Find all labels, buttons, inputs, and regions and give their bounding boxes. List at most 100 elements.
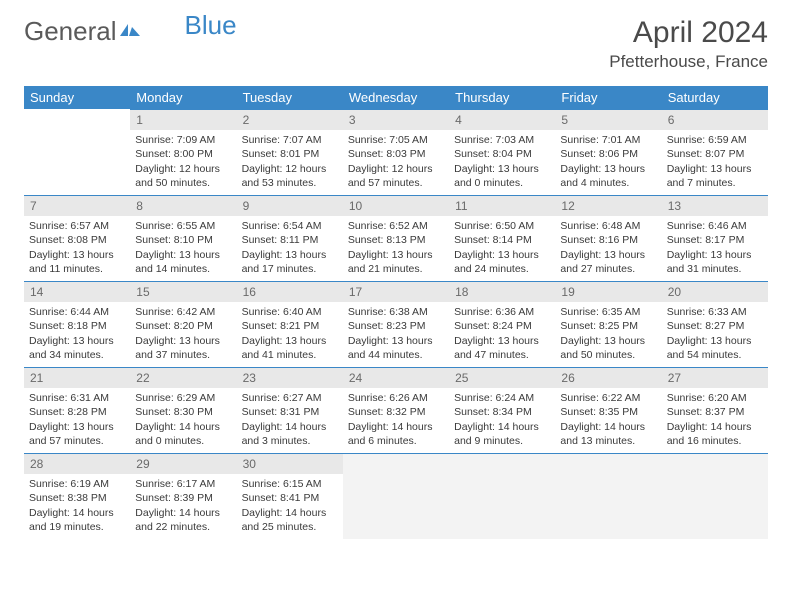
daylight-text-1: Daylight: 14 hours	[135, 420, 231, 434]
day-number: 24	[343, 367, 449, 388]
daylight-text-2: and 0 minutes.	[135, 434, 231, 448]
sunrise-text: Sunrise: 6:38 AM	[348, 305, 444, 319]
daylight-text-1: Daylight: 14 hours	[135, 506, 231, 520]
calendar-cell: 7Sunrise: 6:57 AMSunset: 8:08 PMDaylight…	[24, 195, 130, 281]
daylight-text-2: and 11 minutes.	[29, 262, 125, 276]
day-header: Friday	[555, 86, 661, 109]
daylight-text-2: and 24 minutes.	[454, 262, 550, 276]
calendar-table: SundayMondayTuesdayWednesdayThursdayFrid…	[24, 86, 768, 539]
day-number: 3	[343, 109, 449, 130]
day-header: Monday	[130, 86, 236, 109]
location: Pfetterhouse, France	[609, 52, 768, 72]
blank-cell	[343, 453, 449, 539]
day-body: Sunrise: 6:35 AMSunset: 8:25 PMDaylight:…	[555, 302, 661, 366]
daylight-text-2: and 54 minutes.	[667, 348, 763, 362]
calendar-cell: 27Sunrise: 6:20 AMSunset: 8:37 PMDayligh…	[662, 367, 768, 453]
sunset-text: Sunset: 8:18 PM	[29, 319, 125, 333]
day-number: 2	[237, 109, 343, 130]
day-body: Sunrise: 6:22 AMSunset: 8:35 PMDaylight:…	[555, 388, 661, 452]
calendar-cell: 21Sunrise: 6:31 AMSunset: 8:28 PMDayligh…	[24, 367, 130, 453]
sunset-text: Sunset: 8:27 PM	[667, 319, 763, 333]
sunset-text: Sunset: 8:17 PM	[667, 233, 763, 247]
day-header: Saturday	[662, 86, 768, 109]
calendar-cell: 28Sunrise: 6:19 AMSunset: 8:38 PMDayligh…	[24, 453, 130, 539]
day-body: Sunrise: 6:15 AMSunset: 8:41 PMDaylight:…	[237, 474, 343, 538]
daylight-text-1: Daylight: 12 hours	[135, 162, 231, 176]
sunrise-text: Sunrise: 6:24 AM	[454, 391, 550, 405]
daylight-text-2: and 44 minutes.	[348, 348, 444, 362]
day-number: 5	[555, 109, 661, 130]
day-body: Sunrise: 6:33 AMSunset: 8:27 PMDaylight:…	[662, 302, 768, 366]
sunset-text: Sunset: 8:16 PM	[560, 233, 656, 247]
sunrise-text: Sunrise: 6:40 AM	[242, 305, 338, 319]
day-number: 1	[130, 109, 236, 130]
sunset-text: Sunset: 8:30 PM	[135, 405, 231, 419]
daylight-text-2: and 31 minutes.	[667, 262, 763, 276]
logo: General Blue	[24, 16, 237, 47]
sunrise-text: Sunrise: 6:33 AM	[667, 305, 763, 319]
daylight-text-2: and 9 minutes.	[454, 434, 550, 448]
calendar-cell	[449, 453, 555, 539]
daylight-text-1: Daylight: 13 hours	[29, 420, 125, 434]
day-number: 4	[449, 109, 555, 130]
sunset-text: Sunset: 8:08 PM	[29, 233, 125, 247]
daylight-text-1: Daylight: 13 hours	[29, 248, 125, 262]
sunset-text: Sunset: 8:14 PM	[454, 233, 550, 247]
day-body: Sunrise: 6:24 AMSunset: 8:34 PMDaylight:…	[449, 388, 555, 452]
daylight-text-1: Daylight: 14 hours	[667, 420, 763, 434]
sunset-text: Sunset: 8:24 PM	[454, 319, 550, 333]
day-number: 29	[130, 453, 236, 474]
daylight-text-2: and 34 minutes.	[29, 348, 125, 362]
sunset-text: Sunset: 8:21 PM	[242, 319, 338, 333]
calendar-cell: 5Sunrise: 7:01 AMSunset: 8:06 PMDaylight…	[555, 109, 661, 195]
daylight-text-1: Daylight: 14 hours	[560, 420, 656, 434]
day-number: 26	[555, 367, 661, 388]
calendar-cell: 14Sunrise: 6:44 AMSunset: 8:18 PMDayligh…	[24, 281, 130, 367]
daylight-text-1: Daylight: 13 hours	[242, 334, 338, 348]
daylight-text-2: and 16 minutes.	[667, 434, 763, 448]
day-body: Sunrise: 6:44 AMSunset: 8:18 PMDaylight:…	[24, 302, 130, 366]
daylight-text-2: and 41 minutes.	[242, 348, 338, 362]
calendar-cell	[662, 453, 768, 539]
sunrise-text: Sunrise: 6:52 AM	[348, 219, 444, 233]
daylight-text-1: Daylight: 13 hours	[135, 248, 231, 262]
sunrise-text: Sunrise: 6:44 AM	[29, 305, 125, 319]
sunset-text: Sunset: 8:00 PM	[135, 147, 231, 161]
day-body: Sunrise: 7:07 AMSunset: 8:01 PMDaylight:…	[237, 130, 343, 194]
calendar-cell: 4Sunrise: 7:03 AMSunset: 8:04 PMDaylight…	[449, 109, 555, 195]
day-body: Sunrise: 6:42 AMSunset: 8:20 PMDaylight:…	[130, 302, 236, 366]
sunrise-text: Sunrise: 6:42 AM	[135, 305, 231, 319]
daylight-text-1: Daylight: 13 hours	[242, 248, 338, 262]
sunset-text: Sunset: 8:37 PM	[667, 405, 763, 419]
day-body: Sunrise: 6:38 AMSunset: 8:23 PMDaylight:…	[343, 302, 449, 366]
daylight-text-2: and 57 minutes.	[29, 434, 125, 448]
sunset-text: Sunset: 8:11 PM	[242, 233, 338, 247]
day-body: Sunrise: 7:03 AMSunset: 8:04 PMDaylight:…	[449, 130, 555, 194]
sunrise-text: Sunrise: 6:46 AM	[667, 219, 763, 233]
daylight-text-2: and 14 minutes.	[135, 262, 231, 276]
sunset-text: Sunset: 8:10 PM	[135, 233, 231, 247]
day-body: Sunrise: 6:27 AMSunset: 8:31 PMDaylight:…	[237, 388, 343, 452]
day-body: Sunrise: 7:09 AMSunset: 8:00 PMDaylight:…	[130, 130, 236, 194]
daylight-text-1: Daylight: 14 hours	[242, 420, 338, 434]
daylight-text-2: and 53 minutes.	[242, 176, 338, 190]
sunrise-text: Sunrise: 6:15 AM	[242, 477, 338, 491]
calendar-cell: 18Sunrise: 6:36 AMSunset: 8:24 PMDayligh…	[449, 281, 555, 367]
sunrise-text: Sunrise: 6:55 AM	[135, 219, 231, 233]
daylight-text-2: and 17 minutes.	[242, 262, 338, 276]
day-body: Sunrise: 6:59 AMSunset: 8:07 PMDaylight:…	[662, 130, 768, 194]
calendar-cell: 22Sunrise: 6:29 AMSunset: 8:30 PMDayligh…	[130, 367, 236, 453]
daylight-text-1: Daylight: 13 hours	[135, 334, 231, 348]
calendar-cell: 1Sunrise: 7:09 AMSunset: 8:00 PMDaylight…	[130, 109, 236, 195]
sunset-text: Sunset: 8:07 PM	[667, 147, 763, 161]
day-body: Sunrise: 6:50 AMSunset: 8:14 PMDaylight:…	[449, 216, 555, 280]
day-number: 30	[237, 453, 343, 474]
blank-cell	[662, 453, 768, 539]
calendar-cell: 12Sunrise: 6:48 AMSunset: 8:16 PMDayligh…	[555, 195, 661, 281]
daylight-text-1: Daylight: 13 hours	[454, 162, 550, 176]
daylight-text-2: and 7 minutes.	[667, 176, 763, 190]
title-block: April 2024 Pfetterhouse, France	[609, 16, 768, 72]
logo-flag-icon	[119, 16, 141, 47]
daylight-text-2: and 50 minutes.	[135, 176, 231, 190]
calendar-head: SundayMondayTuesdayWednesdayThursdayFrid…	[24, 86, 768, 109]
